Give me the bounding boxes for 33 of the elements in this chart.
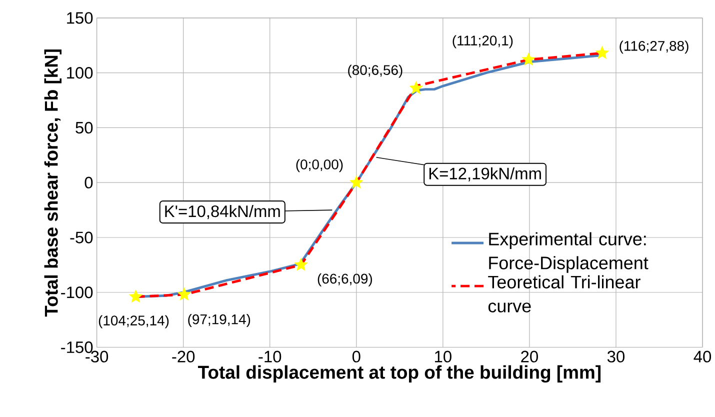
y-tick-label: 100 (67, 66, 93, 79)
annotation: (116;27,88) (620, 40, 688, 54)
annotation: (111;20,1) (452, 35, 513, 48)
annotation: (104;25,14) (98, 315, 169, 328)
annotation: K=12,19kN/mm (429, 167, 541, 182)
point (595, 46, 609, 59)
y-tick-label: -50 (70, 232, 93, 244)
point (128, 290, 143, 303)
x-tick-label: 30 (607, 350, 624, 362)
x-tick-label: 10 (435, 350, 452, 362)
y-tick-label: -100 (61, 286, 93, 298)
y-tick-label: 0 (84, 176, 93, 188)
y-tick-label: 50 (76, 122, 93, 134)
y-tick-label: 150 (67, 12, 93, 24)
point (294, 258, 308, 271)
x-tick-label: 0 (352, 350, 360, 362)
annotation: (97;19,14) (188, 314, 250, 327)
annotation: (66;6,09) (318, 273, 372, 286)
x-tick-label: 40 (694, 350, 712, 362)
point (350, 175, 364, 188)
x-tick-label: -20 (172, 350, 195, 362)
x-axis-title: Total displacement at top of the building [mm] (198, 365, 601, 383)
x-tick-label: 20 (521, 350, 538, 362)
legend-label: Experimental curve: Force-Displacement (489, 232, 648, 273)
legend-label: Teoretical Tri-linear curve (488, 275, 640, 312)
annotation: (0;0,00) (296, 159, 343, 172)
y-axis-title: Total base shear force, Fb [kN] (44, 49, 62, 317)
annotation: (80;6,56) (348, 64, 402, 78)
point (177, 287, 191, 300)
point (522, 52, 536, 66)
x-tick-label: -10 (258, 350, 282, 362)
annotation: K'=10,84kN/mm (165, 204, 280, 220)
point (409, 81, 423, 94)
